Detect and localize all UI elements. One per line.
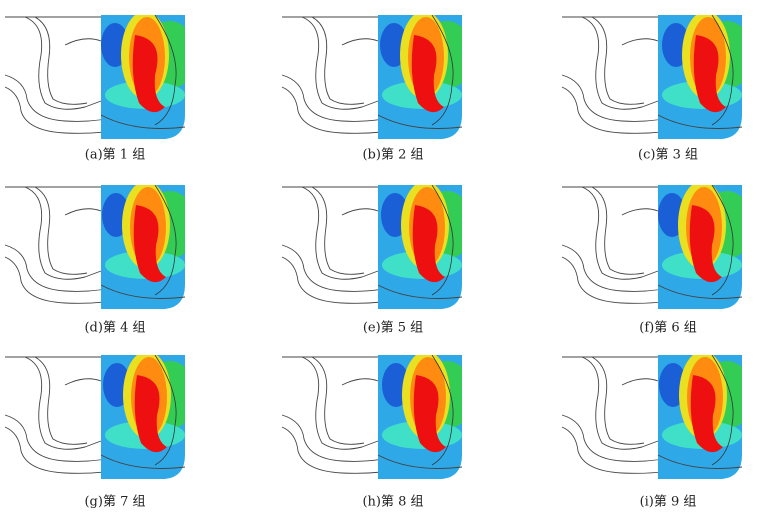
outline-line	[281, 414, 403, 462]
outline-line	[341, 208, 379, 216]
outline-line	[621, 38, 659, 46]
outline-line	[311, 186, 365, 275]
panel	[561, 185, 743, 309]
contour-edge	[154, 355, 177, 466]
outline-line	[24, 16, 102, 110]
contour-core	[689, 205, 722, 283]
outline-line	[377, 284, 463, 299]
panel-caption: (g)第 7 组	[84, 495, 145, 510]
contour-edge	[711, 15, 734, 126]
outline-line	[581, 356, 659, 450]
outline-line	[341, 38, 379, 46]
outline-line	[100, 454, 186, 469]
contour-core	[133, 205, 166, 283]
panel-caption: (a)第 1 组	[85, 148, 145, 163]
contour-map	[658, 185, 742, 309]
outline-line	[64, 208, 102, 216]
outline-line	[341, 378, 379, 386]
panel	[4, 15, 186, 139]
outline-line	[591, 16, 645, 105]
panel-caption: (h)第 8 组	[362, 495, 423, 510]
contour-map	[101, 355, 185, 479]
outline-line	[64, 38, 102, 46]
contour-core	[690, 375, 723, 453]
outline-line	[591, 356, 645, 445]
contour-map	[658, 355, 742, 479]
outline-line	[24, 186, 102, 280]
outline-line	[4, 74, 126, 122]
outline-line	[581, 186, 659, 280]
outline-line	[100, 114, 186, 129]
outline-line	[64, 378, 102, 386]
outline-line	[377, 454, 463, 469]
outline-line	[34, 186, 88, 275]
panel	[561, 355, 743, 479]
panel-caption: (i)第 9 组	[640, 495, 697, 510]
outline-line	[301, 186, 379, 280]
outline-line	[591, 186, 645, 275]
outline-line	[621, 378, 659, 386]
outline-line	[301, 16, 379, 110]
panel	[281, 355, 463, 479]
outline-line	[311, 16, 365, 105]
outline-line	[581, 16, 659, 110]
contour-edge	[431, 355, 454, 466]
outline-line	[311, 356, 365, 445]
outline-line	[34, 356, 88, 445]
contour-map	[658, 15, 742, 139]
outline-line	[34, 16, 88, 105]
outline-line	[657, 454, 743, 469]
panel-caption: (d)第 4 组	[84, 321, 145, 336]
contour-edge	[431, 185, 454, 296]
contour-core	[413, 375, 446, 453]
outline-line	[100, 284, 186, 299]
panel-caption: (b)第 2 组	[362, 148, 423, 163]
contour-map	[101, 185, 185, 309]
outline-line	[561, 74, 683, 122]
contour-map	[101, 15, 185, 139]
panel-caption: (e)第 5 组	[363, 321, 423, 336]
panel	[281, 185, 463, 309]
contour-map	[378, 15, 462, 139]
contour-edge	[154, 15, 177, 126]
outline-line	[301, 356, 379, 450]
contour-core	[132, 35, 165, 113]
outline-line	[24, 356, 102, 450]
outline-line	[281, 244, 403, 292]
contour-core	[412, 205, 445, 283]
outline-line	[561, 244, 683, 292]
contour-edge	[431, 15, 454, 126]
outline-line	[657, 284, 743, 299]
outline-line	[4, 244, 126, 292]
contour-core	[134, 375, 167, 453]
panel	[281, 15, 463, 139]
contour-map	[378, 185, 462, 309]
panel	[561, 15, 743, 139]
outline-line	[621, 208, 659, 216]
outline-line	[281, 74, 403, 122]
panel	[4, 355, 186, 479]
outline-line	[657, 114, 743, 129]
contour-map	[378, 355, 462, 479]
contour-core	[693, 35, 726, 113]
outline-line	[561, 414, 683, 462]
contour-edge	[711, 185, 734, 296]
contour-core	[411, 35, 444, 113]
panel-caption: (c)第 3 组	[638, 148, 698, 163]
outline-line	[4, 414, 126, 462]
contour-edge	[154, 185, 177, 296]
panel	[4, 185, 186, 309]
contour-edge	[711, 355, 734, 466]
outline-line	[377, 114, 463, 129]
panel-caption: (f)第 6 组	[639, 321, 697, 336]
